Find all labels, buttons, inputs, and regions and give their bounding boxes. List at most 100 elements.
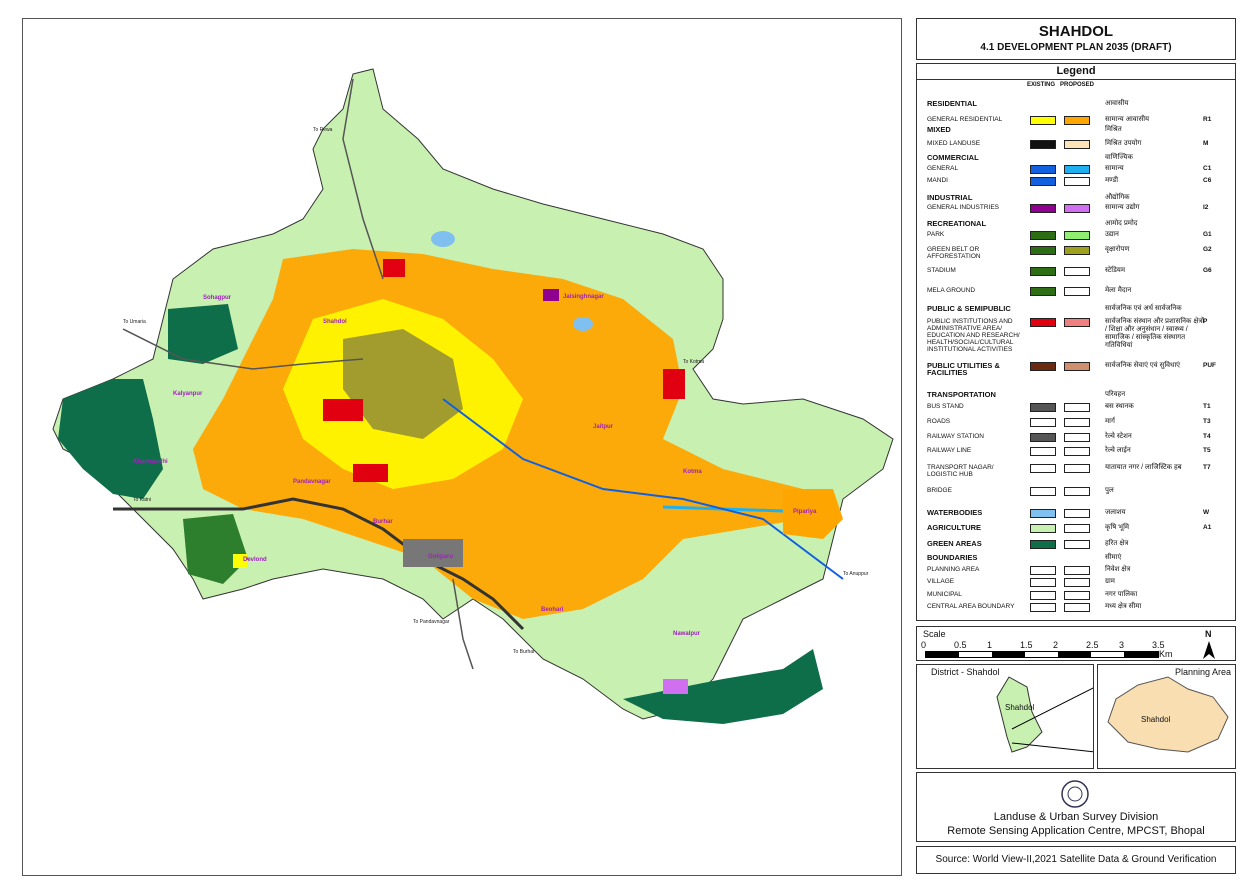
- map-label: Sohagpur: [203, 295, 231, 301]
- legend-row: GREEN AREAS हरित क्षेत्र: [917, 540, 1235, 554]
- landuse-map[interactable]: [23, 19, 901, 875]
- legend-row: RAILWAY STATION रेल्वे स्टेशन T4: [917, 433, 1235, 447]
- legend-label: RECREATIONAL: [927, 219, 987, 228]
- legend-swatch-proposed: [1064, 204, 1090, 213]
- legend-swatch-existing: [1030, 246, 1056, 255]
- legend-code: T7: [1203, 464, 1211, 471]
- road-label: To Pandavnagar: [413, 619, 450, 625]
- credit-line-1: Landuse & Urban Survey Division: [993, 811, 1159, 823]
- legend-col-proposed: PROPOSED: [1060, 82, 1095, 88]
- legend-code: T1: [1203, 403, 1211, 410]
- legend-panel: Legend EXISTING PROPOSED RESIDENTIAL आवास…: [916, 63, 1236, 621]
- legend-row: RAILWAY LINE रेल्वे लाईन T5: [917, 447, 1235, 461]
- inset-maps: District - Shahdol Shahdol Planning Area…: [916, 664, 1236, 769]
- planning-inset: Planning Area Shahdol: [1097, 664, 1236, 769]
- legend-swatch-proposed: [1064, 267, 1090, 276]
- legend-swatch-existing: [1030, 487, 1056, 496]
- public-institution-4: [663, 369, 685, 399]
- legend-swatch-proposed: [1064, 403, 1090, 412]
- legend-swatch-proposed: [1064, 433, 1090, 442]
- legend-row: ROADS मार्ग T3: [917, 418, 1235, 432]
- legend-swatch-proposed: [1064, 578, 1090, 587]
- road-west: [122, 328, 364, 370]
- legend-label: MIXED LANDUSE: [927, 140, 981, 147]
- legend-row: RESIDENTIAL आवासीय: [917, 100, 1235, 114]
- legend-label: GENERAL INDUSTRIES: [927, 204, 999, 211]
- district-inset-name: Shahdol: [1005, 703, 1035, 712]
- industry-1: [543, 289, 559, 301]
- legend-hindi-label: मार्ग: [1105, 418, 1115, 425]
- credit-block: Landuse & Urban Survey Division Remote S…: [916, 772, 1236, 842]
- legend-swatch-proposed: [1064, 140, 1090, 149]
- legend-hindi-label: पुल: [1105, 487, 1114, 494]
- legend-label: ROADS: [927, 418, 951, 425]
- scale-bar-box: Scale 0 0.5 1 1.5 2 2.5 3 3.5 Km N: [916, 626, 1236, 661]
- map-label: Kalyanpur: [173, 391, 203, 397]
- legend-row: WATERBODIES जलाशय W: [917, 509, 1235, 523]
- credit-line-2: Remote Sensing Application Centre, MPCST…: [947, 825, 1205, 837]
- map-title: SHAHDOL: [1038, 23, 1114, 40]
- north-arrow-icon: [1203, 641, 1215, 659]
- legend-hindi-label: सीमाएं: [1105, 554, 1122, 561]
- public-institution-2: [323, 399, 363, 421]
- mixed-landuse-core: [343, 329, 463, 439]
- legend-code: P: [1203, 318, 1208, 325]
- legend-row: GREEN BELT OR AFFORESTATION वृक्षारोपण G2: [917, 246, 1235, 260]
- legend-row: MELA GROUND मेला मैदान: [917, 287, 1235, 301]
- legend-hindi-label: सार्वजनिक संस्थान और प्रशासनिक क्षेत्रों…: [1105, 318, 1205, 349]
- legend-label: AGRICULTURE: [927, 523, 982, 532]
- legend-hindi-label: सार्वजनिक एवं अर्ध सार्वजनिक: [1105, 305, 1182, 312]
- legend-swatch-existing: [1030, 116, 1056, 125]
- legend-code: C1: [1203, 165, 1212, 172]
- legend-code: T3: [1203, 418, 1211, 425]
- planning-inset-caption: Planning Area: [1174, 667, 1231, 677]
- legend-hindi-label: सामान्य उद्योग: [1105, 204, 1140, 211]
- legend-row: COMMERCIAL वाणिज्यिक: [917, 154, 1235, 168]
- legend-code: A1: [1203, 524, 1212, 531]
- legend-swatch-proposed: [1064, 177, 1090, 186]
- legend-label: TRANSPORT NAGAR/ LOGISTIC HUB: [927, 464, 994, 478]
- legend-label: BUS STAND: [927, 403, 964, 410]
- legend-row: TRANSPORT NAGAR/ LOGISTIC HUB यातायात नगर…: [917, 464, 1235, 478]
- legend-label: PUBLIC INSTITUTIONS AND ADMINISTRATIVE A…: [927, 318, 1020, 353]
- legend-swatch-proposed: [1064, 591, 1090, 600]
- road-label: To Katni: [133, 497, 152, 503]
- legend-row: BOUNDARIES सीमाएं: [917, 554, 1235, 568]
- legend-swatch-existing: [1030, 231, 1056, 240]
- legend-swatch-existing: [1030, 362, 1056, 371]
- legend-hindi-label: यातायात नगर / लाजिस्टिक हब: [1105, 464, 1182, 471]
- legend-hindi-label: मिश्रित: [1105, 126, 1122, 133]
- legend-code: T4: [1203, 433, 1211, 440]
- residential-east: [783, 489, 843, 539]
- legend-hindi-label: वृक्षारोपण: [1105, 246, 1130, 253]
- legend-row: MANDI मण्डी C6: [917, 177, 1235, 191]
- legend-swatch-existing: [1030, 267, 1056, 276]
- legend-row: BUS STAND बस स्थानक T1: [917, 403, 1235, 417]
- road-label: To Burhar: [513, 649, 535, 655]
- legend-swatch-existing: [1030, 578, 1056, 587]
- map-label: Kotma: [683, 469, 702, 475]
- legend-label: CENTRAL AREA BOUNDARY: [927, 603, 1015, 610]
- legend-label: PUBLIC UTILITIES & FACILITIES: [927, 361, 1000, 377]
- green-area-southwest: [183, 514, 248, 584]
- legend-hindi-label: आमोद प्रमोद: [1105, 220, 1138, 227]
- map-label: Burhar: [373, 519, 393, 525]
- map-frame[interactable]: Sohagpur Shahdol Jaisinghnagar Kalyanpur…: [22, 18, 902, 876]
- legend-hindi-label: आवासीय: [1105, 100, 1129, 107]
- legend-hindi-label: मण्डी: [1105, 177, 1119, 184]
- legend-label: BOUNDARIES: [927, 553, 978, 562]
- legend-row: RECREATIONAL आमोद प्रमोद: [917, 220, 1235, 234]
- scale-tick-label: 0.5: [954, 640, 967, 650]
- legend-swatch-proposed: [1064, 540, 1090, 549]
- legend-row: PUBLIC & SEMIPUBLIC सार्वजनिक एवं अर्ध सा…: [917, 305, 1235, 319]
- waterbody-1: [431, 231, 455, 247]
- legend-swatch-existing: [1030, 433, 1056, 442]
- legend-hindi-label: मेला मैदान: [1105, 287, 1132, 294]
- legend-swatch-existing: [1030, 540, 1056, 549]
- legend-row: PARK उद्यान G1: [917, 231, 1235, 245]
- legend-hindi-label: जलाशय: [1105, 509, 1126, 516]
- legend-row: MUNICIPAL नगर पालिका: [917, 591, 1235, 605]
- industry-2: [663, 679, 688, 694]
- planning-area-outline: [1107, 676, 1229, 753]
- map-label: Gohparu: [428, 554, 453, 560]
